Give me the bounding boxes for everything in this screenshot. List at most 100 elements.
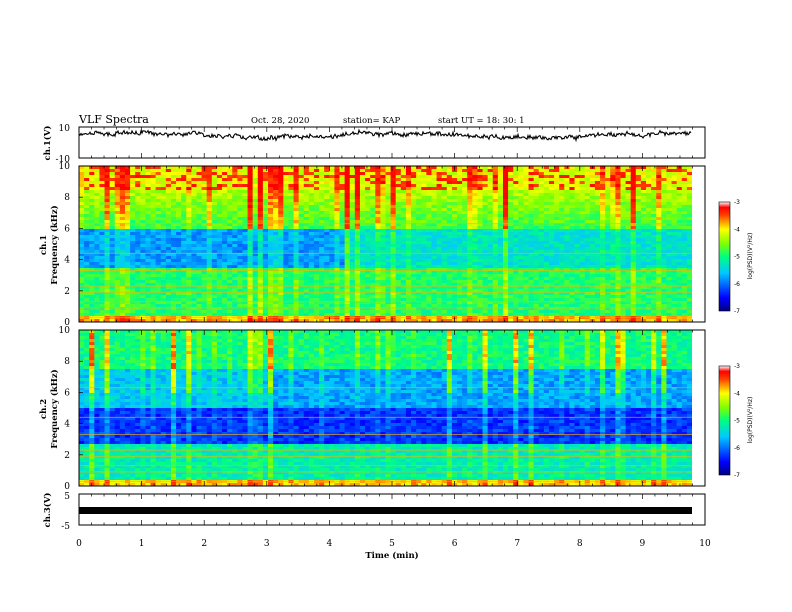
spectrogram-cell bbox=[257, 274, 264, 278]
spectrogram-cell bbox=[533, 283, 540, 287]
ch1-waveform-line bbox=[78, 128, 692, 143]
spectrogram-cell bbox=[467, 181, 473, 185]
spectrogram-cell bbox=[227, 283, 233, 287]
spectrogram-cell bbox=[518, 262, 524, 266]
spectrogram-cell bbox=[119, 232, 126, 236]
spectrogram-cell bbox=[247, 235, 254, 239]
spectrogram-cell bbox=[492, 232, 499, 236]
spectrogram-cell bbox=[222, 292, 228, 296]
spectrogram-cell bbox=[165, 298, 172, 302]
spectrogram-cell bbox=[324, 307, 330, 311]
spectrogram-cell bbox=[344, 184, 351, 188]
spectrogram-cell bbox=[181, 175, 187, 179]
spectrogram-cell bbox=[431, 271, 437, 275]
spectrogram-cell bbox=[176, 211, 182, 215]
spectrogram-cell bbox=[247, 265, 254, 269]
spectrogram-cell bbox=[160, 262, 167, 266]
spectrogram-cell bbox=[538, 169, 545, 173]
spectrogram-cell bbox=[441, 193, 448, 197]
spectrogram-cell bbox=[472, 283, 478, 287]
spectrogram-cell bbox=[359, 235, 366, 239]
spectrogram-cell bbox=[375, 262, 381, 266]
spectrogram-cell bbox=[497, 253, 504, 257]
spectrogram-cell bbox=[543, 238, 550, 242]
spectrogram-cell bbox=[119, 169, 126, 173]
spectrogram-cell bbox=[242, 166, 248, 170]
spectrogram-cell bbox=[308, 202, 315, 206]
spectrogram-cell bbox=[329, 277, 335, 281]
spectrogram-cell bbox=[477, 205, 483, 209]
spectrogram-cell bbox=[370, 169, 376, 173]
spectrogram-cell bbox=[395, 199, 402, 203]
spectrogram-cell bbox=[502, 232, 509, 236]
spectrogram-cell bbox=[145, 289, 151, 293]
spectrogram-cell bbox=[497, 247, 504, 251]
spectrogram-cell bbox=[538, 184, 545, 188]
spectrogram-cell bbox=[365, 253, 371, 257]
spectrogram-cell bbox=[319, 268, 325, 272]
spectrogram-cell bbox=[216, 259, 223, 263]
spectrogram-cell bbox=[400, 196, 407, 200]
spectrogram-cell bbox=[375, 181, 381, 185]
spectrogram-cell bbox=[533, 280, 540, 284]
spectrogram-cell bbox=[201, 283, 208, 287]
spectrogram-cell bbox=[104, 268, 111, 272]
spectrogram-cell bbox=[502, 319, 509, 323]
spectrogram-cell bbox=[457, 262, 463, 266]
spectrogram-cell bbox=[324, 301, 330, 305]
spectrogram-cell bbox=[543, 223, 550, 227]
spectrogram-cell bbox=[84, 178, 90, 182]
spectrogram-cell bbox=[242, 259, 248, 263]
spectrogram-cell bbox=[160, 319, 167, 323]
spectrogram-cell bbox=[502, 202, 509, 206]
spectrogram-cell bbox=[293, 301, 300, 305]
spectrogram-cell bbox=[390, 205, 397, 209]
spectrogram-cell bbox=[405, 280, 412, 284]
spectrogram-cell bbox=[462, 271, 468, 275]
spectrogram-cell bbox=[124, 262, 131, 266]
spectrogram-cell bbox=[319, 235, 325, 239]
spectrogram-cell bbox=[518, 295, 524, 299]
spectrogram-cell bbox=[79, 283, 85, 287]
spectrogram-cell bbox=[426, 211, 432, 215]
spectrogram-cell bbox=[513, 289, 519, 293]
spectrogram-cell bbox=[513, 286, 519, 290]
spectrogram-cell bbox=[513, 184, 519, 188]
spectrogram-cell bbox=[441, 229, 448, 233]
spectrogram-cell bbox=[160, 211, 167, 215]
spectrogram-cell bbox=[554, 304, 560, 308]
spectrogram-cell bbox=[227, 232, 233, 236]
spectrogram-cell bbox=[124, 310, 131, 314]
spectrogram-cell bbox=[170, 211, 177, 215]
spectrogram-cell bbox=[400, 277, 407, 281]
spectrogram-cell bbox=[324, 190, 330, 194]
spectrogram-cell bbox=[344, 211, 351, 215]
spectrogram-cell bbox=[181, 307, 187, 311]
spectrogram-cell bbox=[446, 310, 453, 314]
spectrogram-cell bbox=[242, 232, 248, 236]
spectrogram-cell bbox=[298, 295, 305, 299]
spectrogram-cell bbox=[293, 235, 300, 239]
spectrogram-cell bbox=[79, 178, 85, 182]
spectrogram-cell bbox=[119, 226, 126, 230]
spectrogram-cell bbox=[375, 280, 381, 284]
spectrogram-cell bbox=[150, 304, 157, 308]
spectrogram-cell bbox=[451, 250, 458, 254]
spectrogram-cell bbox=[313, 277, 320, 281]
spectrogram-cell bbox=[293, 202, 300, 206]
spectrogram-cell bbox=[145, 253, 151, 257]
spectrogram-cell bbox=[523, 319, 529, 323]
spectrogram-cell bbox=[237, 310, 243, 314]
spectrogram-cell bbox=[298, 271, 305, 275]
spectrogram-cell bbox=[492, 298, 499, 302]
spectrogram-cell bbox=[186, 211, 192, 215]
spectrogram-cell bbox=[426, 307, 432, 311]
spectrogram-cell bbox=[334, 184, 340, 188]
spectrogram-cell bbox=[84, 265, 90, 269]
spectrogram-cell bbox=[130, 184, 136, 188]
spectrogram-cell bbox=[140, 205, 146, 209]
spectrogram-cell bbox=[160, 268, 167, 272]
spectrogram-cell bbox=[114, 187, 121, 191]
spectrogram-cell bbox=[334, 280, 340, 284]
spectrogram-cell bbox=[467, 319, 473, 323]
